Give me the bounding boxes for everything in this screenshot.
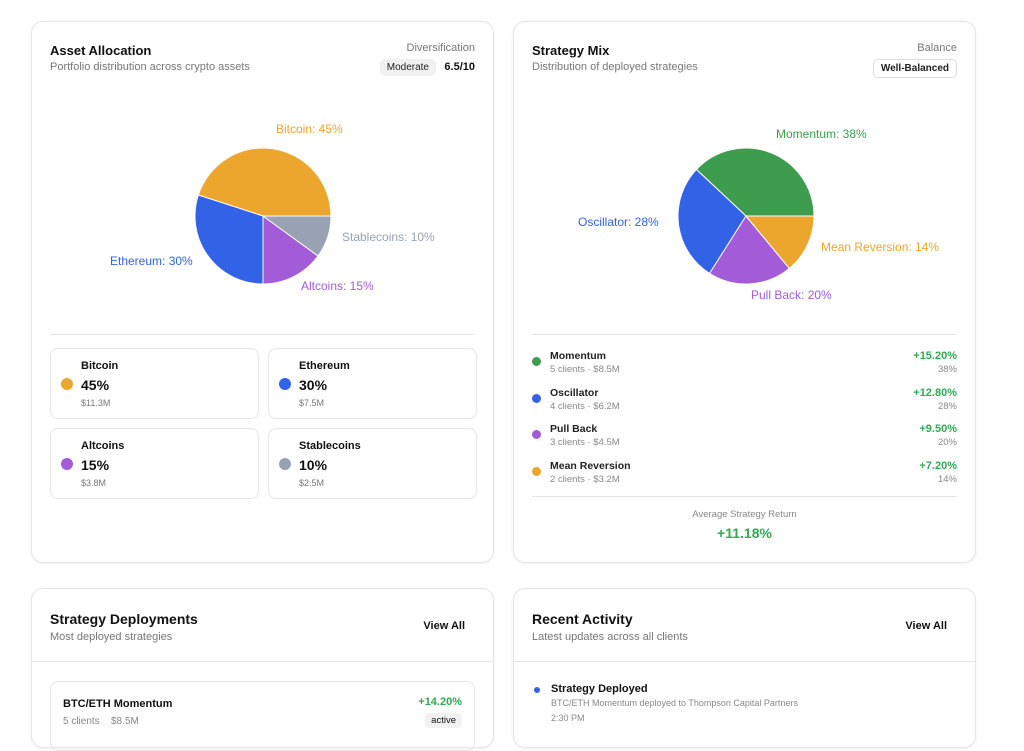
pie-label-bitcoin: Bitcoin: 45% xyxy=(276,122,343,136)
card-title: Strategy Mix xyxy=(532,43,610,58)
color-dot-icon xyxy=(61,458,73,470)
balance-badge: Well-Balanced xyxy=(872,59,957,78)
color-dot-icon xyxy=(279,458,291,470)
asset-allocation-card: Asset Allocation Portfolio distribution … xyxy=(31,21,494,563)
activity-description: BTC/ETH Momentum deployed to Thompson Ca… xyxy=(551,698,798,708)
color-dot-icon xyxy=(61,378,73,390)
strategy-return: +7.20% xyxy=(919,459,957,472)
color-dot-icon xyxy=(532,430,541,439)
pie-slice-momentum xyxy=(695,147,815,217)
strategy-pie-chart xyxy=(677,147,815,285)
strategy-return: +12.80% xyxy=(913,386,957,399)
card-subtitle: Most deployed strategies xyxy=(50,631,173,643)
pie-slice-stablecoins xyxy=(261,215,332,257)
pie-label-altcoins: Altcoins: 15% xyxy=(301,279,374,293)
asset-name: Bitcoin xyxy=(81,360,119,372)
activity-item: Strategy Deployed BTC/ETH Momentum deplo… xyxy=(532,681,957,741)
strategy-share: 20% xyxy=(937,437,957,448)
view-all-button[interactable]: View All xyxy=(905,620,947,632)
view-all-button[interactable]: View All xyxy=(423,620,465,632)
divider xyxy=(532,334,957,335)
asset-tile-altcoins: Altcoins 15% $3.8M xyxy=(50,428,259,499)
asset-amount: $7.5M xyxy=(299,398,325,408)
pie-label-stablecoins: Stablecoins: 10% xyxy=(342,230,435,244)
strategy-meta: 5 clients · $8.5M xyxy=(550,364,620,375)
status-badge: active xyxy=(425,713,462,728)
pie-label-momentum: Momentum: 38% xyxy=(776,127,867,141)
diversification-label: Diversification xyxy=(406,42,475,54)
asset-tile-stablecoins: Stablecoins 10% $2.5M xyxy=(268,428,477,499)
asset-name: Stablecoins xyxy=(299,440,361,452)
strategy-share: 28% xyxy=(937,400,957,412)
diversification-score: 6.5/10 xyxy=(444,61,475,73)
pie-label-oscillator: Oscillator: 28% xyxy=(578,215,659,229)
asset-percent: 45% xyxy=(81,377,110,393)
pie-slice-altcoins xyxy=(262,215,319,285)
card-subtitle: Latest updates across all clients xyxy=(532,631,688,643)
card-title: Recent Activity xyxy=(532,611,633,627)
deployment-item[interactable]: BTC/ETH Momentum 5 clients $8.5M +14.20%… xyxy=(50,681,475,751)
strategy-meta: 4 clients · $6.2M xyxy=(550,400,620,412)
strategy-return: +9.50% xyxy=(919,423,957,435)
pie-slice-oscillator xyxy=(677,168,747,275)
asset-percent: 15% xyxy=(81,457,110,473)
strategy-row: Mean Reversion 2 clients · $3.2M +7.20% … xyxy=(532,458,957,488)
pie-slice-bitcoin xyxy=(197,147,332,217)
strategy-name: Pull Back xyxy=(550,423,598,435)
pie-label-pull-back: Pull Back: 20% xyxy=(751,288,832,302)
pie-slice-ethereum xyxy=(194,194,264,285)
card-title: Asset Allocation xyxy=(50,43,152,58)
color-dot-icon xyxy=(532,466,541,476)
pie-slice-pull-back xyxy=(708,215,791,285)
deployment-clients: 5 clients xyxy=(63,716,100,727)
average-return-value: +11.18% xyxy=(717,525,772,541)
strategy-row: Oscillator 4 clients · $6.2M +12.80% 28% xyxy=(532,385,957,415)
card-subtitle: Portfolio distribution across crypto ass… xyxy=(50,61,250,73)
strategy-name: Mean Reversion xyxy=(550,459,631,472)
divider xyxy=(532,496,957,497)
divider xyxy=(32,661,493,662)
strategy-row: Momentum 5 clients · $8.5M +15.20% 38% xyxy=(532,348,957,378)
asset-pie-chart xyxy=(194,147,332,285)
asset-amount: $3.8M xyxy=(81,478,107,488)
activity-dot-icon xyxy=(534,687,540,693)
balance-label: Balance xyxy=(917,42,957,54)
asset-percent: 10% xyxy=(299,457,328,473)
asset-name: Altcoins xyxy=(81,440,125,452)
deployment-amount: $8.5M xyxy=(111,716,139,727)
pie-slice-mean-reversion xyxy=(744,215,815,270)
average-return-label: Average Strategy Return xyxy=(692,509,797,520)
divider xyxy=(514,661,975,662)
strategy-mix-card: Strategy Mix Distribution of deployed st… xyxy=(513,21,976,563)
strategy-row: Pull Back 3 clients · $4.5M +9.50% 20% xyxy=(532,421,957,451)
strategy-share: 14% xyxy=(937,473,957,485)
strategy-name: Oscillator xyxy=(550,386,599,399)
strategy-return: +15.20% xyxy=(913,350,957,362)
activity-title: Strategy Deployed xyxy=(551,683,648,695)
strategy-name: Momentum xyxy=(550,350,606,362)
divider xyxy=(50,334,475,335)
diversification-badge: Moderate xyxy=(379,59,436,76)
strategy-share: 38% xyxy=(937,364,957,375)
card-title: Strategy Deployments xyxy=(50,611,198,627)
strategy-meta: 3 clients · $4.5M xyxy=(550,437,620,448)
strategy-deployments-card: Strategy Deployments Most deployed strat… xyxy=(31,588,494,751)
asset-amount: $11.3M xyxy=(81,398,111,408)
pie-label-mean-reversion: Mean Reversion: 14% xyxy=(821,240,940,254)
recent-activity-card: Recent Activity Latest updates across al… xyxy=(513,588,976,748)
pie-label-ethereum: Ethereum: 30% xyxy=(110,254,193,268)
asset-name: Ethereum xyxy=(299,360,350,372)
deployment-name: BTC/ETH Momentum xyxy=(63,698,173,710)
asset-tile-bitcoin: Bitcoin 45% $11.3M xyxy=(50,348,259,419)
activity-time: 2:30 PM xyxy=(551,713,585,723)
deployment-return: +14.20% xyxy=(418,696,462,708)
strategy-meta: 2 clients · $3.2M xyxy=(550,473,620,485)
asset-percent: 30% xyxy=(299,377,328,393)
asset-amount: $2.5M xyxy=(299,478,325,488)
asset-tile-ethereum: Ethereum 30% $7.5M xyxy=(268,348,477,419)
color-dot-icon xyxy=(532,393,541,403)
color-dot-icon xyxy=(279,378,291,390)
card-subtitle: Distribution of deployed strategies xyxy=(532,61,698,73)
color-dot-icon xyxy=(532,357,541,366)
